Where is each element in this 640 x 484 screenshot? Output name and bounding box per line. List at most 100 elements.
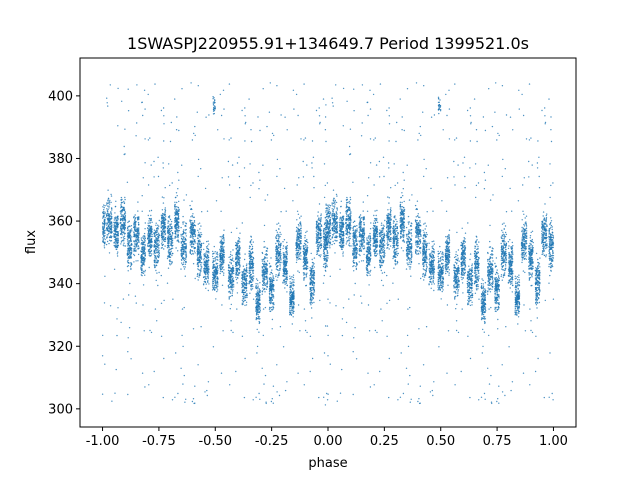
data-point [332, 200, 335, 202]
data-point [189, 244, 192, 246]
data-point [138, 224, 140, 226]
data-point [361, 302, 363, 304]
data-point [366, 210, 369, 212]
data-point [386, 230, 388, 232]
data-point [381, 259, 384, 261]
data-point [203, 260, 206, 263]
data-point [326, 207, 328, 209]
data-point [124, 214, 127, 217]
data-point [144, 386, 146, 388]
data-point [104, 213, 106, 215]
data-point [134, 247, 136, 249]
data-point [392, 232, 395, 235]
data-point [149, 235, 151, 237]
data-point [392, 228, 394, 230]
data-point [339, 221, 342, 224]
data-point [200, 233, 203, 236]
data-point [358, 261, 360, 263]
data-point [156, 255, 158, 257]
data-point [106, 202, 109, 204]
data-point [124, 196, 126, 199]
data-point [406, 88, 409, 90]
data-point [126, 181, 129, 183]
data-point [382, 249, 384, 251]
data-point [360, 217, 362, 219]
data-point [123, 225, 125, 227]
data-point [108, 201, 111, 203]
data-point [328, 230, 330, 232]
data-point [359, 245, 361, 247]
data-point [372, 233, 375, 235]
data-point [332, 205, 334, 207]
data-point [106, 210, 109, 212]
data-point [350, 221, 352, 223]
data-point [369, 271, 371, 273]
data-point [372, 93, 375, 96]
data-point [116, 253, 119, 255]
data-point [176, 212, 178, 214]
data-point [144, 271, 146, 273]
data-point [175, 227, 178, 230]
data-point [393, 249, 396, 252]
data-point [160, 302, 163, 304]
data-point [193, 220, 196, 222]
data-point [127, 88, 129, 90]
data-point [135, 242, 137, 244]
data-point [324, 404, 327, 406]
data-point [359, 249, 361, 251]
data-point [160, 335, 163, 337]
data-point [207, 267, 209, 269]
data-point [154, 308, 157, 310]
data-point [367, 243, 369, 245]
data-point [167, 238, 169, 240]
data-point [415, 223, 418, 225]
data-point [338, 242, 341, 244]
data-point [340, 241, 342, 243]
data-point [207, 274, 209, 276]
data-point [191, 250, 194, 252]
data-point [194, 225, 197, 227]
data-point [147, 214, 149, 217]
data-point [108, 252, 111, 254]
data-point [350, 211, 352, 213]
data-point [106, 224, 108, 226]
data-point [366, 264, 369, 267]
data-point [170, 250, 172, 252]
data-point [347, 201, 349, 204]
data-point [393, 267, 395, 269]
data-point [419, 220, 421, 222]
data-point [182, 233, 184, 235]
data-point [354, 232, 356, 235]
data-point [349, 153, 352, 155]
data-point [148, 237, 150, 239]
data-point [388, 202, 390, 204]
data-point [108, 205, 110, 207]
data-point [155, 261, 158, 263]
data-point [367, 259, 369, 261]
data-point [362, 235, 364, 237]
data-point [342, 215, 344, 217]
data-point [325, 211, 327, 213]
data-point [386, 226, 388, 228]
data-point [349, 229, 351, 231]
data-point [157, 256, 160, 259]
data-point [155, 256, 157, 259]
data-point [153, 232, 155, 234]
data-point [143, 330, 145, 332]
data-point [107, 208, 109, 211]
data-point [155, 249, 157, 251]
data-point [375, 246, 377, 248]
data-point [341, 224, 343, 226]
data-point [103, 209, 105, 211]
data-point [177, 250, 179, 252]
data-point [375, 232, 378, 235]
data-point [345, 321, 348, 324]
data-point [373, 230, 375, 233]
data-point [352, 238, 354, 240]
data-point [406, 248, 408, 250]
data-point [193, 250, 196, 252]
data-point [368, 261, 371, 264]
data-point [363, 248, 365, 250]
data-point [373, 214, 375, 217]
data-point [355, 231, 357, 234]
